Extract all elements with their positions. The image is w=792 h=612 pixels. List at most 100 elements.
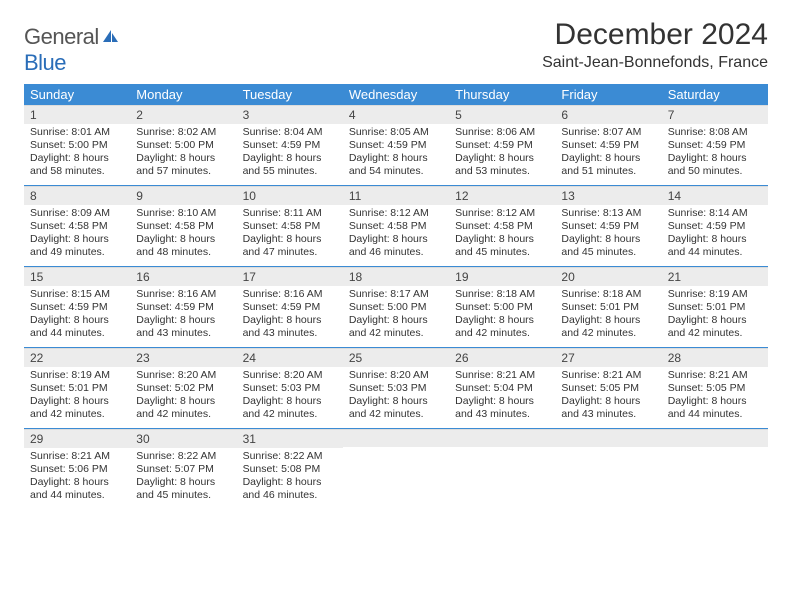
day-of-week-cell: Tuesday xyxy=(237,84,343,105)
day-number: 30 xyxy=(130,429,236,448)
day-details: Sunrise: 8:06 AMSunset: 4:59 PMDaylight:… xyxy=(449,124,555,183)
day-cell: 20Sunrise: 8:18 AMSunset: 5:01 PMDayligh… xyxy=(555,267,661,345)
day-cell: 5Sunrise: 8:06 AMSunset: 4:59 PMDaylight… xyxy=(449,105,555,183)
day-cell: 10Sunrise: 8:11 AMSunset: 4:58 PMDayligh… xyxy=(237,186,343,264)
day-of-week-cell: Monday xyxy=(130,84,236,105)
logo: GeneralBlue xyxy=(24,24,119,76)
day-number: 16 xyxy=(130,267,236,286)
day-details: Sunrise: 8:05 AMSunset: 4:59 PMDaylight:… xyxy=(343,124,449,183)
day-cell: 30Sunrise: 8:22 AMSunset: 5:07 PMDayligh… xyxy=(130,429,236,507)
day-details: Sunrise: 8:10 AMSunset: 4:58 PMDaylight:… xyxy=(130,205,236,264)
logo-text: GeneralBlue xyxy=(24,24,119,76)
day-details: Sunrise: 8:13 AMSunset: 4:59 PMDaylight:… xyxy=(555,205,661,264)
day-number: 15 xyxy=(24,267,130,286)
day-number: 21 xyxy=(662,267,768,286)
day-cell: 28Sunrise: 8:21 AMSunset: 5:05 PMDayligh… xyxy=(662,348,768,426)
day-number: 23 xyxy=(130,348,236,367)
day-cell: 16Sunrise: 8:16 AMSunset: 4:59 PMDayligh… xyxy=(130,267,236,345)
weeks-container: 1Sunrise: 8:01 AMSunset: 5:00 PMDaylight… xyxy=(24,105,768,507)
day-details: Sunrise: 8:20 AMSunset: 5:03 PMDaylight:… xyxy=(343,367,449,426)
logo-word-1: General xyxy=(24,24,99,49)
day-of-week-cell: Thursday xyxy=(449,84,555,105)
day-details: Sunrise: 8:22 AMSunset: 5:07 PMDaylight:… xyxy=(130,448,236,507)
day-cell: 17Sunrise: 8:16 AMSunset: 4:59 PMDayligh… xyxy=(237,267,343,345)
week-row: 29Sunrise: 8:21 AMSunset: 5:06 PMDayligh… xyxy=(24,429,768,507)
day-number: 13 xyxy=(555,186,661,205)
day-details: Sunrise: 8:18 AMSunset: 5:00 PMDaylight:… xyxy=(449,286,555,345)
day-cell: 19Sunrise: 8:18 AMSunset: 5:00 PMDayligh… xyxy=(449,267,555,345)
day-number: 12 xyxy=(449,186,555,205)
day-number: 25 xyxy=(343,348,449,367)
day-details: Sunrise: 8:17 AMSunset: 5:00 PMDaylight:… xyxy=(343,286,449,345)
title-block: December 2024 Saint-Jean-Bonnefonds, Fra… xyxy=(542,18,768,72)
day-number: 31 xyxy=(237,429,343,448)
day-number: 18 xyxy=(343,267,449,286)
day-number: 5 xyxy=(449,105,555,124)
day-cell: 11Sunrise: 8:12 AMSunset: 4:58 PMDayligh… xyxy=(343,186,449,264)
day-details: Sunrise: 8:09 AMSunset: 4:58 PMDaylight:… xyxy=(24,205,130,264)
day-number: 19 xyxy=(449,267,555,286)
empty-day xyxy=(662,429,768,447)
day-number: 17 xyxy=(237,267,343,286)
day-number: 27 xyxy=(555,348,661,367)
day-cell: 14Sunrise: 8:14 AMSunset: 4:59 PMDayligh… xyxy=(662,186,768,264)
day-cell: 9Sunrise: 8:10 AMSunset: 4:58 PMDaylight… xyxy=(130,186,236,264)
day-details: Sunrise: 8:20 AMSunset: 5:02 PMDaylight:… xyxy=(130,367,236,426)
logo-word-2: Blue xyxy=(24,50,66,75)
day-cell: 13Sunrise: 8:13 AMSunset: 4:59 PMDayligh… xyxy=(555,186,661,264)
day-cell: 27Sunrise: 8:21 AMSunset: 5:05 PMDayligh… xyxy=(555,348,661,426)
day-of-week-cell: Saturday xyxy=(662,84,768,105)
week-row: 1Sunrise: 8:01 AMSunset: 5:00 PMDaylight… xyxy=(24,105,768,183)
day-details: Sunrise: 8:01 AMSunset: 5:00 PMDaylight:… xyxy=(24,124,130,183)
day-cell: 22Sunrise: 8:19 AMSunset: 5:01 PMDayligh… xyxy=(24,348,130,426)
day-cell: 26Sunrise: 8:21 AMSunset: 5:04 PMDayligh… xyxy=(449,348,555,426)
day-cell: 25Sunrise: 8:20 AMSunset: 5:03 PMDayligh… xyxy=(343,348,449,426)
empty-day xyxy=(343,429,449,447)
empty-day xyxy=(555,429,661,447)
day-cell: 23Sunrise: 8:20 AMSunset: 5:02 PMDayligh… xyxy=(130,348,236,426)
day-cell: 15Sunrise: 8:15 AMSunset: 4:59 PMDayligh… xyxy=(24,267,130,345)
day-details: Sunrise: 8:11 AMSunset: 4:58 PMDaylight:… xyxy=(237,205,343,264)
day-details: Sunrise: 8:21 AMSunset: 5:06 PMDaylight:… xyxy=(24,448,130,507)
day-cell: 8Sunrise: 8:09 AMSunset: 4:58 PMDaylight… xyxy=(24,186,130,264)
day-cell: 4Sunrise: 8:05 AMSunset: 4:59 PMDaylight… xyxy=(343,105,449,183)
day-number: 3 xyxy=(237,105,343,124)
day-details: Sunrise: 8:02 AMSunset: 5:00 PMDaylight:… xyxy=(130,124,236,183)
day-details: Sunrise: 8:16 AMSunset: 4:59 PMDaylight:… xyxy=(237,286,343,345)
day-details: Sunrise: 8:21 AMSunset: 5:05 PMDaylight:… xyxy=(662,367,768,426)
day-of-week-header: SundayMondayTuesdayWednesdayThursdayFrid… xyxy=(24,84,768,105)
header: GeneralBlue December 2024 Saint-Jean-Bon… xyxy=(24,18,768,76)
day-number: 28 xyxy=(662,348,768,367)
day-details: Sunrise: 8:18 AMSunset: 5:01 PMDaylight:… xyxy=(555,286,661,345)
day-number: 8 xyxy=(24,186,130,205)
day-cell xyxy=(343,429,449,507)
day-cell: 18Sunrise: 8:17 AMSunset: 5:00 PMDayligh… xyxy=(343,267,449,345)
calendar: SundayMondayTuesdayWednesdayThursdayFrid… xyxy=(24,84,768,507)
day-number: 1 xyxy=(24,105,130,124)
day-details: Sunrise: 8:15 AMSunset: 4:59 PMDaylight:… xyxy=(24,286,130,345)
week-row: 15Sunrise: 8:15 AMSunset: 4:59 PMDayligh… xyxy=(24,267,768,345)
day-details: Sunrise: 8:21 AMSunset: 5:04 PMDaylight:… xyxy=(449,367,555,426)
day-cell xyxy=(662,429,768,507)
day-number: 24 xyxy=(237,348,343,367)
day-number: 2 xyxy=(130,105,236,124)
day-cell: 29Sunrise: 8:21 AMSunset: 5:06 PMDayligh… xyxy=(24,429,130,507)
day-details: Sunrise: 8:19 AMSunset: 5:01 PMDaylight:… xyxy=(24,367,130,426)
day-number: 10 xyxy=(237,186,343,205)
day-number: 22 xyxy=(24,348,130,367)
day-details: Sunrise: 8:04 AMSunset: 4:59 PMDaylight:… xyxy=(237,124,343,183)
day-number: 7 xyxy=(662,105,768,124)
day-cell: 6Sunrise: 8:07 AMSunset: 4:59 PMDaylight… xyxy=(555,105,661,183)
empty-day xyxy=(449,429,555,447)
day-number: 11 xyxy=(343,186,449,205)
day-details: Sunrise: 8:20 AMSunset: 5:03 PMDaylight:… xyxy=(237,367,343,426)
day-details: Sunrise: 8:12 AMSunset: 4:58 PMDaylight:… xyxy=(449,205,555,264)
day-details: Sunrise: 8:12 AMSunset: 4:58 PMDaylight:… xyxy=(343,205,449,264)
day-number: 9 xyxy=(130,186,236,205)
day-number: 14 xyxy=(662,186,768,205)
day-details: Sunrise: 8:08 AMSunset: 4:59 PMDaylight:… xyxy=(662,124,768,183)
day-details: Sunrise: 8:16 AMSunset: 4:59 PMDaylight:… xyxy=(130,286,236,345)
day-of-week-cell: Friday xyxy=(555,84,661,105)
day-cell: 21Sunrise: 8:19 AMSunset: 5:01 PMDayligh… xyxy=(662,267,768,345)
logo-sail-icon xyxy=(101,24,119,49)
